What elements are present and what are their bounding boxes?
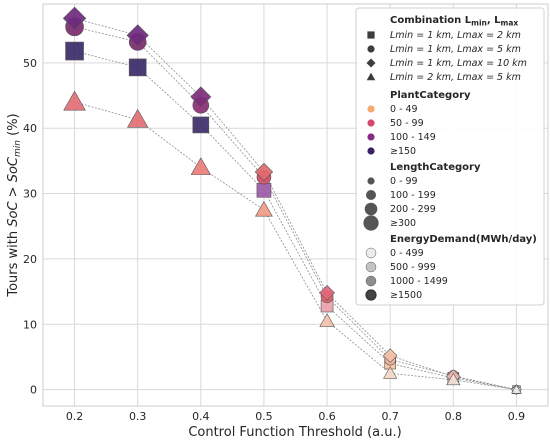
legend-marker-plant: [367, 147, 375, 155]
data-point-triangle: [446, 372, 461, 386]
legend-title-length-category: LengthCategory: [390, 162, 481, 173]
x-tick-label: 0.3: [129, 410, 147, 423]
data-point-square: [256, 182, 272, 198]
legend-title-combination: Combination Lmin, Lmax: [390, 15, 518, 28]
legend-label-lmin-2-km-lmax-5-km: Lmin = 2 km, Lmax = 5 km: [390, 72, 521, 83]
legend-marker-length: [367, 177, 375, 185]
legend-marker-energy: [365, 247, 377, 259]
y-tick-label: 10: [23, 318, 37, 331]
legend-marker-plant: [367, 133, 375, 141]
data-point-diamond: [382, 348, 398, 363]
legend-marker-length: [366, 190, 376, 200]
connector-lines: [74, 17, 517, 391]
legend-marker-energy: [365, 261, 377, 273]
x-axis-label: Control Function Threshold (a.u.): [188, 425, 401, 440]
data-point-square: [128, 58, 147, 77]
legend-label-energy-0-499: 0 - 499: [390, 248, 424, 259]
y-tick-label: 30: [23, 188, 37, 201]
plot-area-frame: [42, 3, 549, 407]
connector-line-diamond: [74, 17, 517, 391]
legend-combination-items: Lmin = 1 km, Lmax = 2 km Lmin = 1 km, Lma…: [366, 30, 527, 83]
legend-label-plant-0-49: 0 - 49: [390, 104, 418, 115]
legend-plant-items: 0 - 49 50 - 99 100 - 149 ≥150: [367, 104, 436, 157]
legend-marker-length: [363, 215, 379, 231]
data-point-triangle: [190, 157, 211, 175]
legend-label-lmin-1-km-lmax-2-km: Lmin = 1 km, Lmax = 2 km: [390, 30, 521, 41]
legend-label-energy-1500: ≥1500: [390, 290, 422, 301]
legend-label-lmin-1-km-lmax-10-km: Lmin = 1 km, Lmax = 10 km: [390, 58, 527, 69]
y-tick-labels: 0 10 20 30 40 50: [23, 57, 37, 397]
data-point-triangle: [511, 384, 522, 394]
y-axis-label: Tours with SoC > SoCmin (%): [6, 113, 23, 297]
x-tick-label: 0.7: [381, 410, 399, 423]
legend-label-energy-1000-1499: 1000 - 1499: [390, 276, 448, 287]
legend-label-length-300: ≥300: [390, 218, 416, 229]
legend-label-energy-500-999: 500 - 999: [390, 262, 436, 273]
x-tick-label: 0.9: [508, 410, 526, 423]
legend-marker-plant: [367, 119, 375, 127]
legend: Combination Lmin, Lmax Lmin = 1 km, Lmax…: [355, 7, 545, 306]
data-point-triangle: [126, 108, 149, 128]
legend-marker-circle: [367, 45, 375, 53]
data-point-square: [65, 41, 84, 61]
legend-label-plant-50-99: 50 - 99: [390, 118, 424, 129]
legend-label-plant-150: ≥150: [390, 146, 416, 157]
legend-label-lmin-1-km-lmax-5-km: Lmin = 1 km, Lmax = 5 km: [390, 44, 521, 55]
x-tick-labels: 0.2 0.3 0.4 0.5 0.6 0.7 0.8 0.9: [66, 410, 525, 423]
data-point-diamond: [254, 162, 274, 182]
data-markers: [62, 6, 522, 396]
x-tick-label: 0.2: [66, 410, 84, 423]
legend-marker-energy: [365, 289, 377, 301]
legend-marker-energy: [365, 275, 377, 287]
y-tick-label: 50: [23, 57, 37, 70]
legend-box: [355, 7, 545, 306]
legend-label-length-200-299: 200 - 299: [390, 204, 436, 215]
y-tick-label: 40: [23, 122, 37, 135]
data-point-square: [192, 116, 210, 134]
x-tick-label: 0.5: [255, 410, 273, 423]
x-tick-label: 0.8: [445, 410, 463, 423]
data-point-diamond: [62, 6, 87, 31]
data-point-triangle: [63, 90, 86, 111]
legend-marker-diamond: [366, 58, 376, 68]
legend-label-length-100-199: 100 - 199: [390, 190, 436, 201]
y-tick-label: 20: [23, 253, 37, 266]
legend-marker-triangle: [366, 72, 376, 81]
x-tick-label: 0.4: [192, 410, 210, 423]
data-point-diamond: [190, 86, 212, 108]
data-point-diamond: [319, 284, 335, 301]
x-tick-label: 0.6: [318, 410, 336, 423]
connector-line-triangle: [74, 101, 517, 391]
legend-marker-length: [364, 202, 378, 216]
legend-marker-square: [367, 31, 375, 39]
legend-marker-plant: [367, 105, 375, 113]
legend-label-plant-100-149: 100 - 149: [390, 132, 436, 143]
legend-title-plant-category: PlantCategory: [390, 90, 471, 101]
legend-title-energy-demand: EnergyDemand(MWh/day): [390, 234, 537, 245]
legend-length-items: 0 - 99 100 - 199 200 - 299 ≥300: [363, 176, 436, 231]
legend-energy-items: 0 - 499 500 - 999 1000 - 1499 ≥1500: [365, 247, 448, 301]
data-point-diamond: [126, 24, 149, 47]
data-point-triangle: [383, 366, 398, 379]
data-point-triangle: [255, 200, 273, 217]
data-point-triangle: [319, 313, 335, 327]
y-tick-label: 0: [30, 384, 37, 397]
legend-label-length-0-99: 0 - 99: [390, 176, 418, 187]
connector-line-square: [74, 50, 517, 391]
